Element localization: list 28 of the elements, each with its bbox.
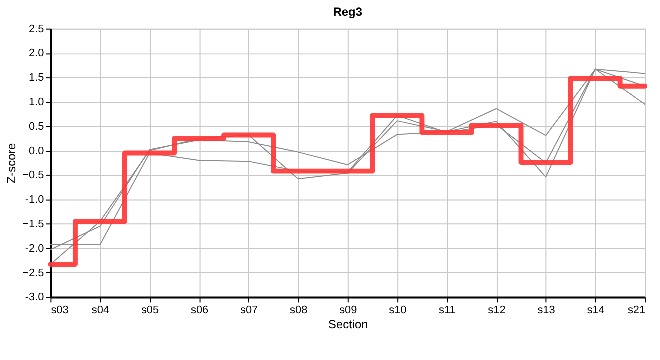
y-tick-label: 0.0 [29,145,44,158]
y-tick-label: -1.0 [25,194,44,206]
y-tick-label: −0.5 [22,170,44,182]
x-tick-label: s03 [51,304,69,317]
y-tick-label: 2.0 [29,48,44,60]
y-tick-label: 2.5 [29,23,44,36]
x-tick-label: s07 [240,304,258,317]
y-tick-label: 1.5 [29,72,44,84]
x-tick-label: s21 [628,304,646,317]
x-tick-label: s14 [587,304,605,317]
chart-title: Reg3 [333,4,363,19]
x-tick-label: s04 [92,304,110,317]
y-tick-label: −1.5 [22,218,44,231]
x-axis-title: Section [328,318,368,332]
y-tick-label: 0.5 [29,120,44,133]
y-axis-title: Z-score [4,142,19,184]
x-tick-label: s10 [389,304,407,317]
y-tick-label: −2.5 [22,267,44,280]
x-tick-label: s05 [141,304,160,317]
x-tick-label: s06 [190,304,209,317]
x-tick-label: s12 [488,304,506,317]
x-tick-label: s11 [439,304,456,317]
x-tick-label: s09 [340,304,358,317]
y-tick-label: 1.0 [29,96,44,109]
x-tick-label: s13 [538,304,556,317]
y-tick-label: -3.0 [25,292,44,304]
y-tick-label: -2.0 [25,242,44,255]
x-tick-label: s08 [290,304,308,317]
